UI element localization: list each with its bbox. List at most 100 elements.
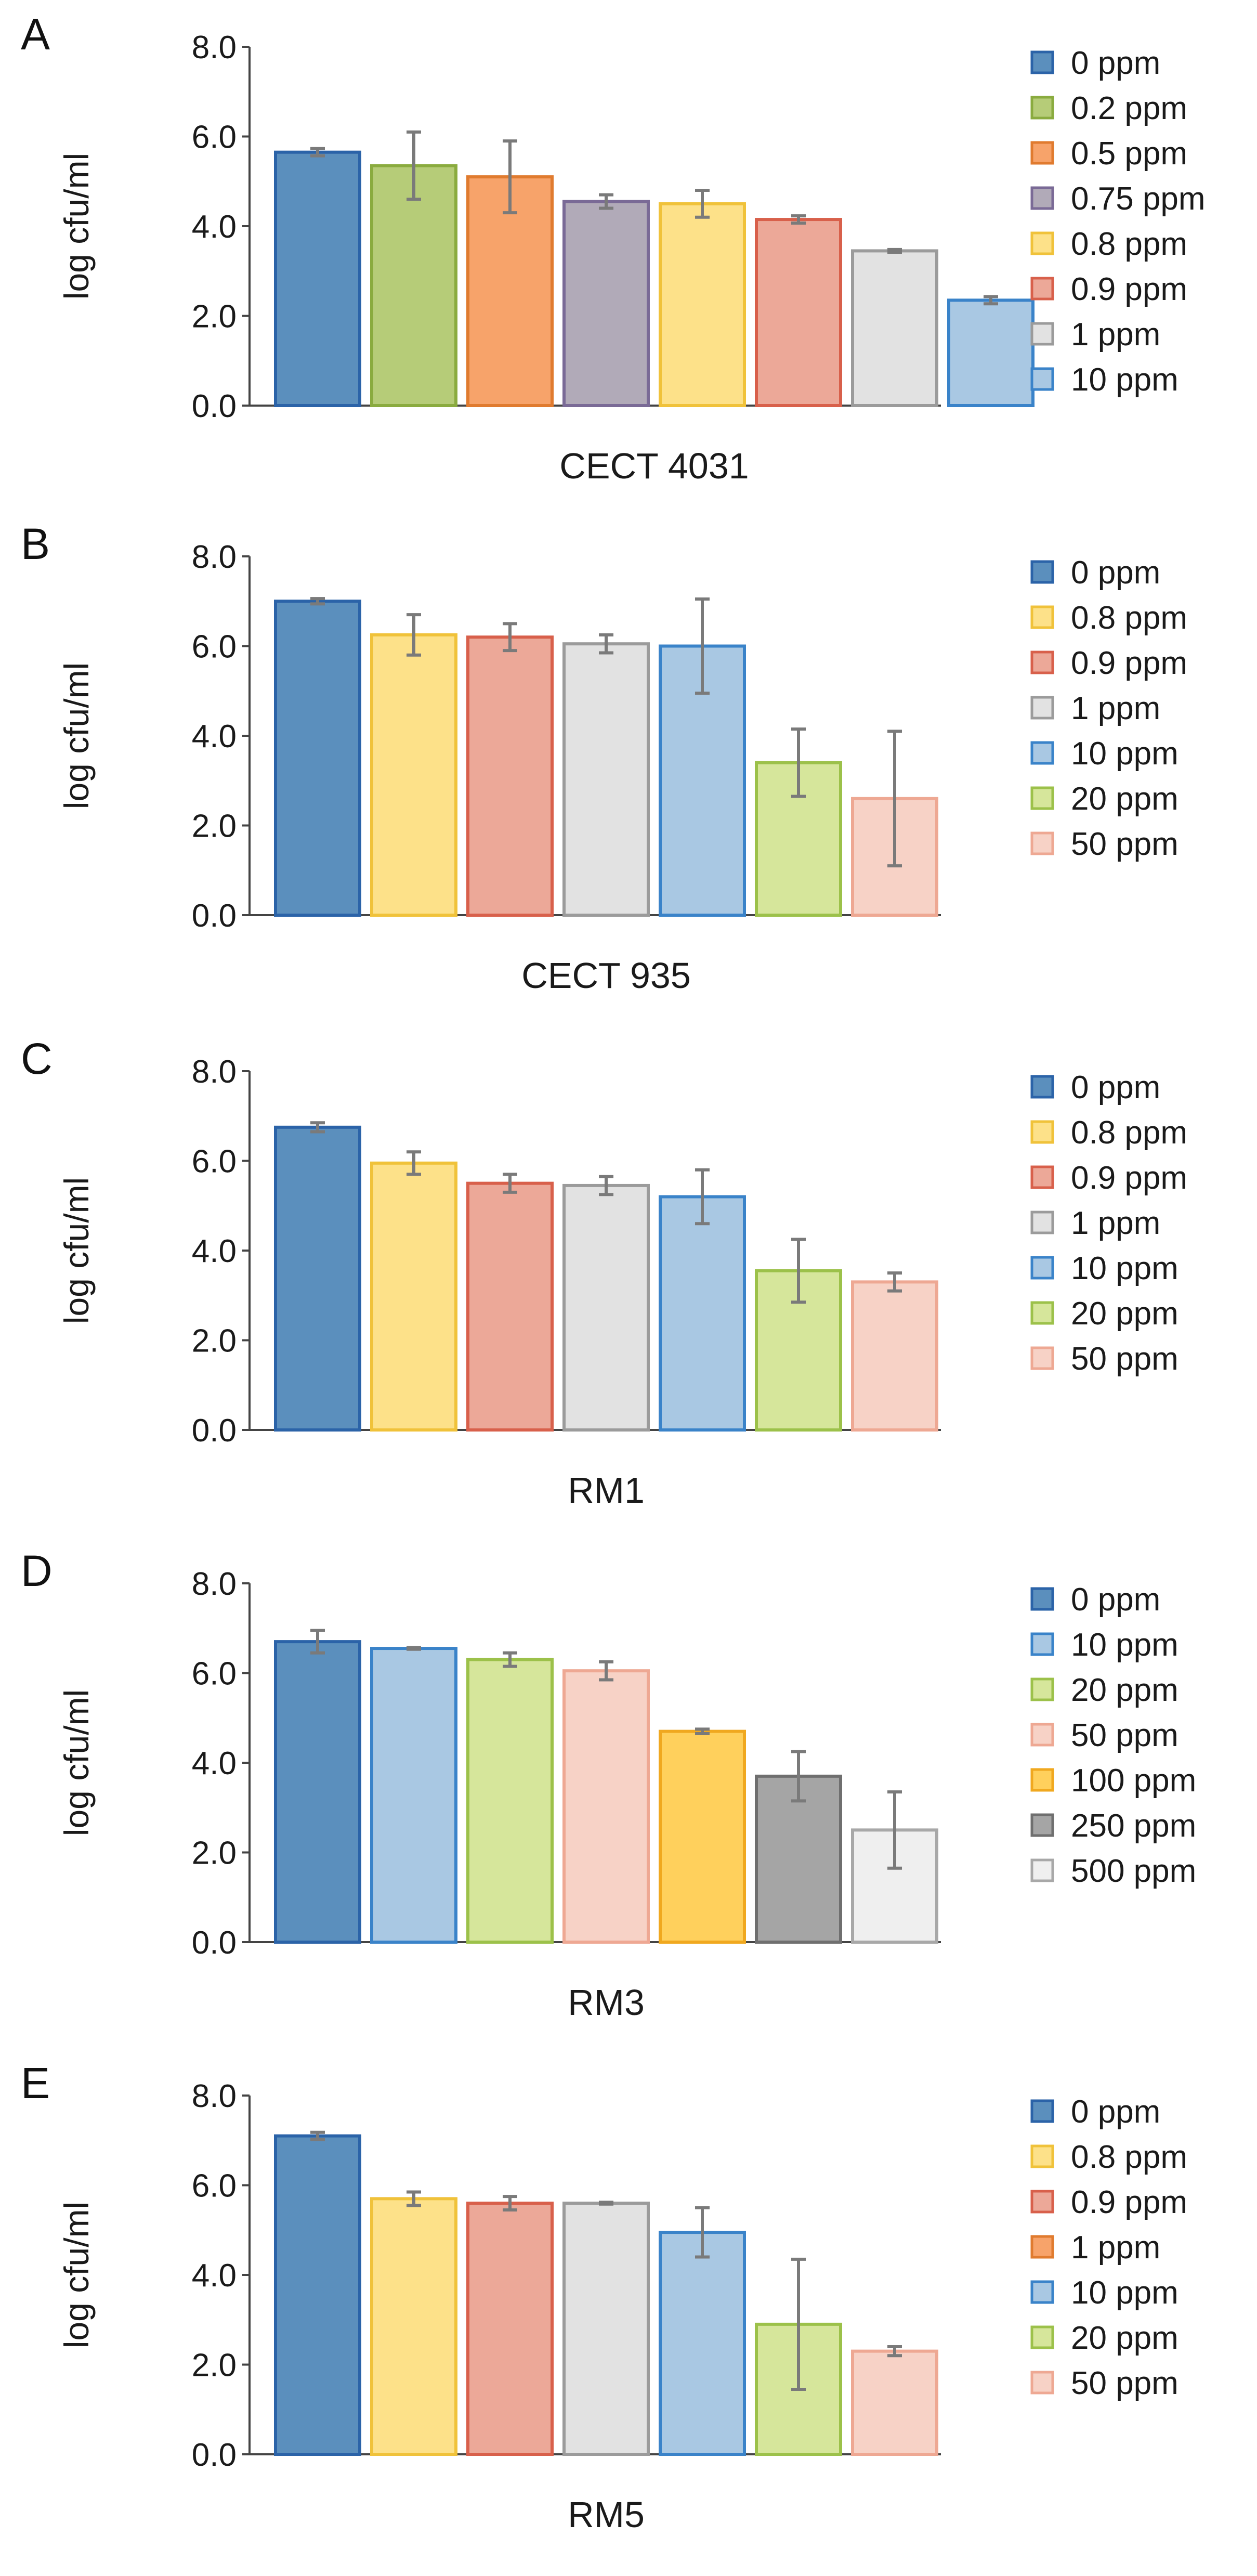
legend-entry: 0.8 ppm: [1030, 1115, 1187, 1151]
legend-label: 1 ppm: [1071, 1205, 1160, 1241]
y-tick-label: 4.0: [192, 209, 237, 245]
legend-swatch: [1030, 1768, 1054, 1792]
error-bar: [791, 2257, 806, 2391]
legend-label: 50 ppm: [1071, 1341, 1179, 1377]
legend-entry: 20 ppm: [1030, 781, 1179, 817]
error-bar: [310, 1121, 325, 1134]
legend-label: 100 ppm: [1071, 1763, 1196, 1799]
bar: [562, 642, 650, 917]
bar: [274, 150, 361, 407]
legend-label: 10 ppm: [1071, 1627, 1179, 1663]
bar: [274, 600, 361, 917]
x-axis-label: RM1: [568, 1470, 645, 1511]
legend-swatch: [1030, 1346, 1054, 1370]
legend-entry: 0 ppm: [1030, 555, 1160, 591]
error-bar: [407, 613, 421, 657]
legend-entry: 1 ppm: [1030, 317, 1160, 353]
error-bar: [887, 248, 902, 254]
legend-label: 50 ppm: [1071, 1718, 1179, 1753]
legend-label: 0.9 ppm: [1071, 2184, 1187, 2220]
bar: [466, 2202, 554, 2456]
error-bar: [695, 189, 710, 219]
legend-swatch: [1030, 1813, 1054, 1837]
bar: [370, 1161, 457, 1432]
y-tick-label: 6.0: [192, 629, 237, 665]
error-bar: [503, 1173, 517, 1194]
legend-swatch: [1030, 2099, 1054, 2123]
legend-entry: 50 ppm: [1030, 1341, 1179, 1377]
legend-label: 0.8 ppm: [1071, 1115, 1187, 1151]
bar: [659, 1729, 746, 1944]
y-tick-label: 6.0: [192, 1656, 237, 1692]
y-tick-label: 8.0: [192, 1566, 237, 1602]
error-bar: [503, 622, 517, 653]
legend-swatch: [1030, 1632, 1054, 1656]
y-tick-label: 6.0: [192, 1144, 237, 1180]
error-bar: [599, 2201, 613, 2206]
legend-swatch: [1030, 322, 1054, 346]
legend-entry: 0 ppm: [1030, 45, 1160, 81]
error-bar: [791, 214, 806, 225]
legend-entry: 50 ppm: [1030, 826, 1179, 862]
y-tick-label: 6.0: [192, 120, 237, 155]
legend-label: 0.75 ppm: [1071, 181, 1206, 217]
error-bar: [887, 1271, 902, 1293]
legend-label: 0 ppm: [1071, 2094, 1160, 2130]
legend-swatch: [1030, 2190, 1054, 2214]
legend-entry: 0.9 ppm: [1030, 1160, 1187, 1196]
x-axis-label: CECT 4031: [559, 446, 749, 486]
legend-entry: 0.2 ppm: [1030, 90, 1187, 126]
y-tick-label: 2.0: [192, 299, 237, 335]
legend-entry: 20 ppm: [1030, 1672, 1179, 1708]
legend-swatch: [1030, 1301, 1054, 1325]
legend-swatch: [1030, 141, 1054, 165]
x-axis-label: CECT 935: [521, 955, 691, 996]
legend-swatch: [1030, 50, 1054, 74]
legend-label: 500 ppm: [1071, 1853, 1196, 1889]
y-tick-label: 0.0: [192, 2437, 237, 2473]
error-bar: [791, 1238, 806, 1304]
bar: [274, 1640, 361, 1944]
legend-label: 0.2 ppm: [1071, 90, 1187, 126]
legend-entry: 10 ppm: [1030, 2275, 1179, 2311]
legend-entry: 1 ppm: [1030, 1205, 1160, 1241]
panel-letter: E: [21, 2059, 50, 2107]
error-bar: [695, 2206, 710, 2259]
error-bar: [599, 1175, 613, 1196]
legend-entry: 50 ppm: [1030, 2365, 1179, 2401]
legend-swatch: [1030, 231, 1054, 255]
legend-label: 10 ppm: [1071, 1251, 1179, 1286]
y-tick-label: 8.0: [192, 30, 237, 66]
error-bar: [984, 295, 998, 306]
bar: [370, 633, 457, 917]
bar: [370, 164, 457, 407]
legend-entry: 0.8 ppm: [1030, 226, 1187, 262]
legend-label: 250 ppm: [1071, 1808, 1196, 1844]
legend-label: 20 ppm: [1071, 1672, 1179, 1708]
y-axis-label: log cfu/ml: [57, 2202, 96, 2348]
y-axis-label: log cfu/ml: [57, 1177, 96, 1324]
legend-entry: 0 ppm: [1030, 2094, 1160, 2130]
error-bar: [695, 1727, 710, 1735]
legend-label: 10 ppm: [1071, 2275, 1179, 2311]
bar: [370, 1647, 457, 1944]
bar: [466, 1181, 554, 1432]
legend-label: 20 ppm: [1071, 1296, 1179, 1332]
legend-swatch: [1030, 1677, 1054, 1701]
legend-entry: 10 ppm: [1030, 736, 1179, 772]
error-bar: [695, 1168, 710, 1226]
y-tick-label: 0.0: [192, 388, 237, 424]
error-bar: [310, 2130, 325, 2141]
legend-swatch: [1030, 2371, 1054, 2395]
legend-swatch: [1030, 186, 1054, 210]
panel-letter: D: [21, 1546, 53, 1595]
legend-swatch: [1030, 741, 1054, 765]
y-tick-label: 2.0: [192, 809, 237, 844]
legend-swatch: [1030, 831, 1054, 855]
legend-entry: 0.9 ppm: [1030, 271, 1187, 307]
legend-swatch: [1030, 1165, 1054, 1189]
